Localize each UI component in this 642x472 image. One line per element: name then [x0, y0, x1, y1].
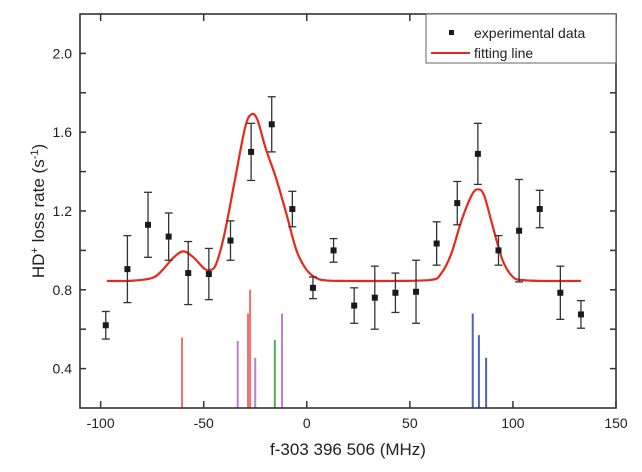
- transition-sticks: [181, 289, 488, 408]
- x-axis-label: f-303 396 506 (MHz): [270, 440, 426, 459]
- data-point: [288, 190, 297, 228]
- data-point: [226, 220, 235, 261]
- fitting-line-layer: [106, 112, 581, 283]
- y-tick-label: 0.4: [53, 361, 73, 377]
- data-marker: [557, 289, 564, 296]
- data-marker: [516, 227, 523, 234]
- data-marker: [227, 237, 234, 244]
- data-point: [164, 212, 173, 261]
- legend-marker-experimental: [449, 30, 454, 35]
- data-point: [391, 272, 400, 314]
- data-marker: [248, 148, 255, 155]
- legend-label-fit: fitting line: [474, 45, 533, 61]
- data-point: [101, 310, 110, 340]
- x-tick-label: 150: [604, 415, 628, 431]
- data-marker: [124, 266, 131, 273]
- y-tick-label: 1.6: [53, 124, 73, 140]
- data-marker: [433, 240, 440, 247]
- data-marker: [268, 121, 275, 128]
- data-marker: [474, 150, 481, 157]
- plot-frame: [79, 13, 617, 409]
- data-point: [184, 240, 193, 306]
- data-marker: [495, 247, 502, 254]
- data-marker: [330, 247, 337, 254]
- data-marker: [371, 294, 378, 301]
- data-marker: [536, 206, 543, 213]
- legend-label-experimental: experimental data: [474, 25, 586, 41]
- x-tick-label: 100: [501, 415, 525, 431]
- data-point: [515, 178, 524, 283]
- data-point: [494, 234, 503, 266]
- data-marker: [454, 200, 461, 207]
- data-marker: [289, 206, 296, 213]
- data-marker: [413, 288, 420, 295]
- y-axis-label: HD+ loss rate (s-1): [29, 144, 48, 278]
- x-tick-label: 50: [402, 415, 418, 431]
- data-point: [144, 191, 153, 258]
- data-point: [370, 265, 379, 330]
- data-point: [123, 234, 132, 304]
- data-point: [204, 247, 213, 301]
- data-point: [535, 189, 544, 229]
- data-marker: [165, 233, 172, 240]
- legend-box: [425, 13, 617, 64]
- data-marker: [392, 289, 399, 296]
- data-marker: [351, 302, 358, 309]
- data-marker: [577, 311, 584, 318]
- y-tick-label: 1.2: [53, 203, 73, 219]
- data-marker: [102, 322, 109, 329]
- data-point: [350, 287, 359, 324]
- data-points-layer: [101, 96, 585, 340]
- data-point: [432, 221, 441, 266]
- x-tick-label: -50: [194, 415, 214, 431]
- fitting-line: [106, 112, 581, 283]
- data-point: [473, 122, 482, 186]
- data-point: [329, 237, 338, 263]
- data-marker: [145, 221, 152, 228]
- x-tick-label: 0: [303, 415, 311, 431]
- data-point: [576, 299, 585, 329]
- y-tick-label: 0.8: [53, 282, 73, 298]
- data-point: [412, 259, 421, 324]
- data-marker: [309, 284, 316, 291]
- data-marker: [185, 270, 192, 277]
- data-point: [247, 122, 256, 182]
- y-tick-label: 2.0: [53, 45, 73, 61]
- axis-ticks: -100 -50 0 50 100 150 0.4 0.8 1.2 1.6 2.0: [53, 14, 628, 431]
- data-point: [267, 96, 276, 153]
- data-point: [556, 265, 565, 321]
- legend: experimental data fitting line: [425, 13, 617, 64]
- data-point: [453, 180, 462, 226]
- data-point: [308, 276, 317, 300]
- x-tick-label: -100: [87, 415, 115, 431]
- data-marker: [205, 271, 212, 278]
